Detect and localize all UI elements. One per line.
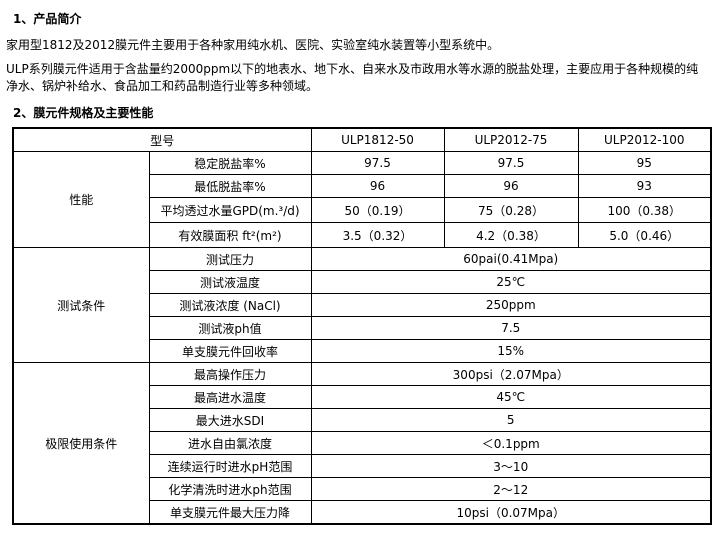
cell: 96: [443, 174, 579, 198]
table-row: 最低脱盐率% 96 96 93: [13, 174, 712, 198]
model-name: ULP2012-100: [577, 127, 712, 152]
row-label: 最高操作压力: [148, 362, 312, 386]
row-label: 测试液浓度 (NaCl): [148, 293, 312, 317]
table-row: 测试液浓度 (NaCl) 250ppm: [13, 293, 712, 317]
cell: 5.0（0.46）: [577, 222, 712, 248]
group-limit-conditions: 极限使用条件: [12, 362, 150, 525]
intro-paragraph-1: 家用型1812及2012膜元件主要用于各种家用纯水机、医院、实验室纯水装置等小型…: [6, 38, 500, 52]
cell: 3～10: [310, 454, 712, 478]
cell: 7.5: [310, 316, 712, 340]
cell: 3.5（0.32）: [310, 222, 445, 248]
cell: 5: [310, 408, 712, 432]
row-label: 稳定脱盐率%: [148, 151, 312, 175]
table-row: 单支膜元件回收率 15%: [13, 339, 712, 363]
cell: 45℃: [310, 385, 712, 409]
row-label: 最高进水温度: [148, 385, 312, 409]
row-label: 单支膜元件回收率: [148, 339, 312, 363]
section-2-title: 2、膜元件规格及主要性能: [13, 106, 154, 120]
row-label: 最大进水SDI: [148, 408, 312, 432]
table-row: 测试条件 测试压力 60pai(0.41Mpa): [12, 247, 712, 363]
model-header: 型号: [12, 127, 312, 152]
table-row: 平均透过水量GPD(m.³/d) 50（0.19） 75（0.28） 100（0…: [13, 197, 712, 223]
header-row: 型号 ULP1812-50 ULP2012-75 ULP2012-100: [12, 127, 712, 152]
cell: 10psi（0.07Mpa）: [310, 500, 712, 525]
row-label: 有效膜面积 ft²(m²): [148, 222, 312, 248]
row-label: 测试液温度: [148, 270, 312, 294]
cell: 250ppm: [310, 293, 712, 317]
cell: ＜0.1ppm: [310, 431, 712, 455]
row-label: 单支膜元件最大压力降: [148, 500, 312, 525]
table-row: 性能 稳定脱盐率% 97.5 97.5 95: [12, 151, 712, 248]
intro-paragraph-2: ULP系列膜元件适用于含盐量约2000ppm以下的地表水、地下水、自来水及市政用…: [6, 62, 699, 93]
cell: 60pai(0.41Mpa): [310, 247, 712, 271]
model-name: ULP2012-75: [443, 127, 579, 152]
cell: 93: [577, 174, 712, 198]
row-label: 测试压力: [148, 247, 312, 271]
cell: 300psi（2.07Mpa）: [310, 362, 712, 386]
table-row: 单支膜元件最大压力降 10psi（0.07Mpa）: [13, 500, 712, 525]
table-row: 最大进水SDI 5: [13, 408, 712, 432]
section-1-title: 1、产品简介: [13, 12, 82, 26]
group-performance: 性能: [12, 151, 150, 248]
row-label: 连续运行时进水pH范围: [148, 454, 312, 478]
row-label: 进水自由氯浓度: [148, 431, 312, 455]
row-label: 最低脱盐率%: [148, 174, 312, 198]
group-test-conditions: 测试条件: [12, 247, 150, 363]
table-row: 有效膜面积 ft²(m²) 3.5（0.32） 4.2（0.38） 5.0（0.…: [13, 222, 712, 248]
table-row: 测试液温度 25℃: [13, 270, 712, 294]
cell: 95: [577, 151, 712, 175]
cell: 97.5: [310, 151, 445, 175]
cell: 2～12: [310, 477, 712, 501]
cell: 25℃: [310, 270, 712, 294]
model-name: ULP1812-50: [310, 127, 445, 152]
row-label: 化学清洗时进水ph范围: [148, 477, 312, 501]
cell: 96: [310, 174, 445, 198]
cell: 75（0.28）: [443, 197, 579, 223]
cell: 4.2（0.38）: [443, 222, 579, 248]
table-row: 化学清洗时进水ph范围 2～12: [13, 477, 712, 501]
row-label: 测试液ph值: [148, 316, 312, 340]
table-row: 极限使用条件 最高操作压力 300psi（2.07Mpa）: [12, 362, 712, 525]
spec-table: 型号 ULP1812-50 ULP2012-75 ULP2012-100 性能 …: [12, 127, 712, 525]
cell: 50（0.19）: [310, 197, 445, 223]
cell: 15%: [310, 339, 712, 363]
cell: 100（0.38）: [577, 197, 712, 223]
row-label: 平均透过水量GPD(m.³/d): [148, 197, 312, 223]
cell: 97.5: [443, 151, 579, 175]
